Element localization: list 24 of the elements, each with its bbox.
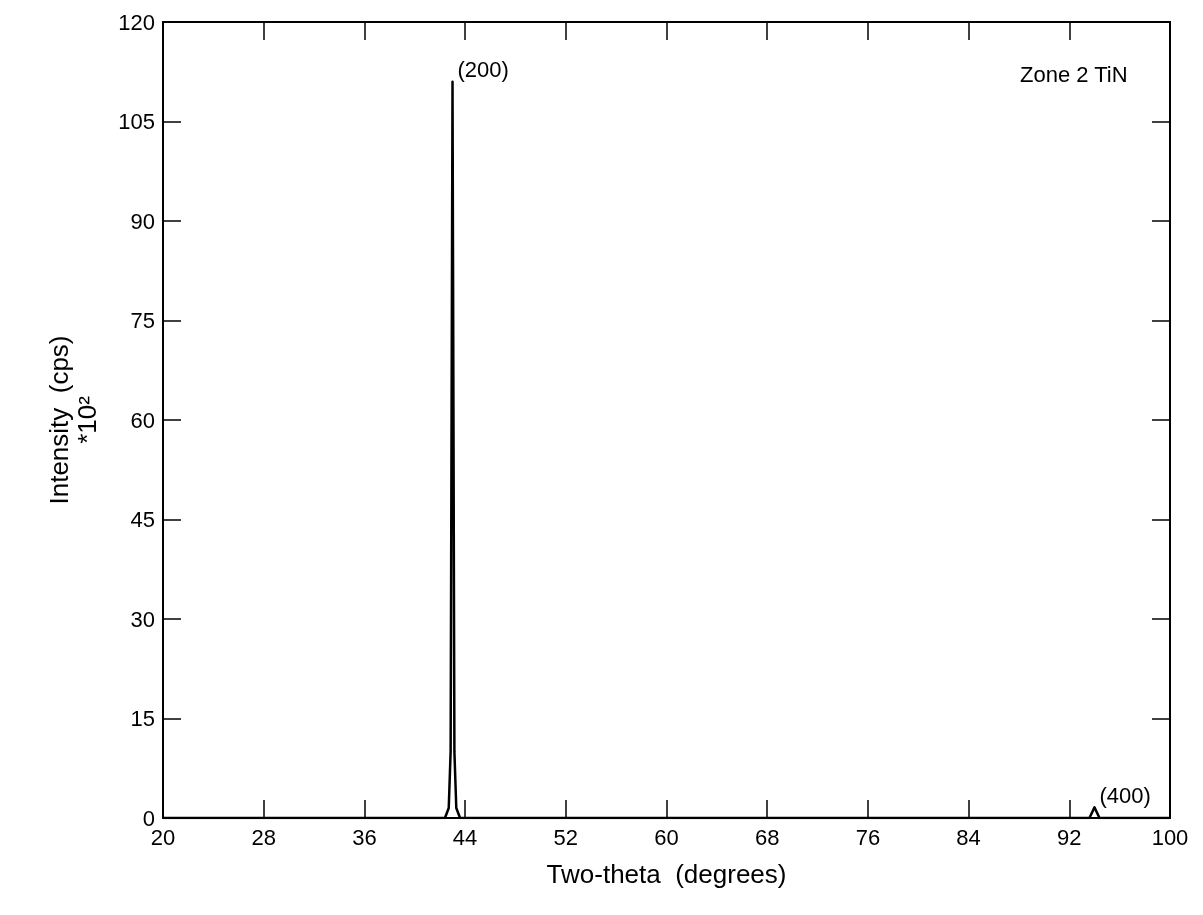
y-tick-label: 120 [118,9,155,35]
y-tick-label: 60 [130,407,155,433]
y-tick-label: 45 [130,507,155,532]
x-tick-label: 28 [251,824,276,850]
y-tick-label: 75 [130,308,155,333]
annotation: (400) [1099,782,1151,808]
annotation: Zone 2 TiN [1020,61,1128,87]
y-tick-label: 90 [130,208,155,234]
x-tick-label: 84 [956,824,981,850]
x-tick-label: 52 [553,824,579,850]
x-tick-label: 44 [452,824,478,850]
y-tick-label: 0 [142,805,155,831]
y-tick-label: 30 [130,606,155,632]
x-tick-label: 68 [754,824,780,850]
x-tick-label: 36 [352,824,377,850]
x-tick-label: 76 [855,824,881,850]
annotation: (200) [457,57,509,83]
y-tick-label: 15 [130,706,155,731]
y-tick-label: 105 [118,109,155,134]
x-tick-label: 100 [1151,824,1189,850]
y-axis-title: Intensity (cps) *10² [44,335,102,505]
x-tick-label: 60 [654,824,679,850]
x-axis-title: Two-theta (degrees) [546,859,787,889]
x-tick-label: 92 [1057,824,1082,850]
